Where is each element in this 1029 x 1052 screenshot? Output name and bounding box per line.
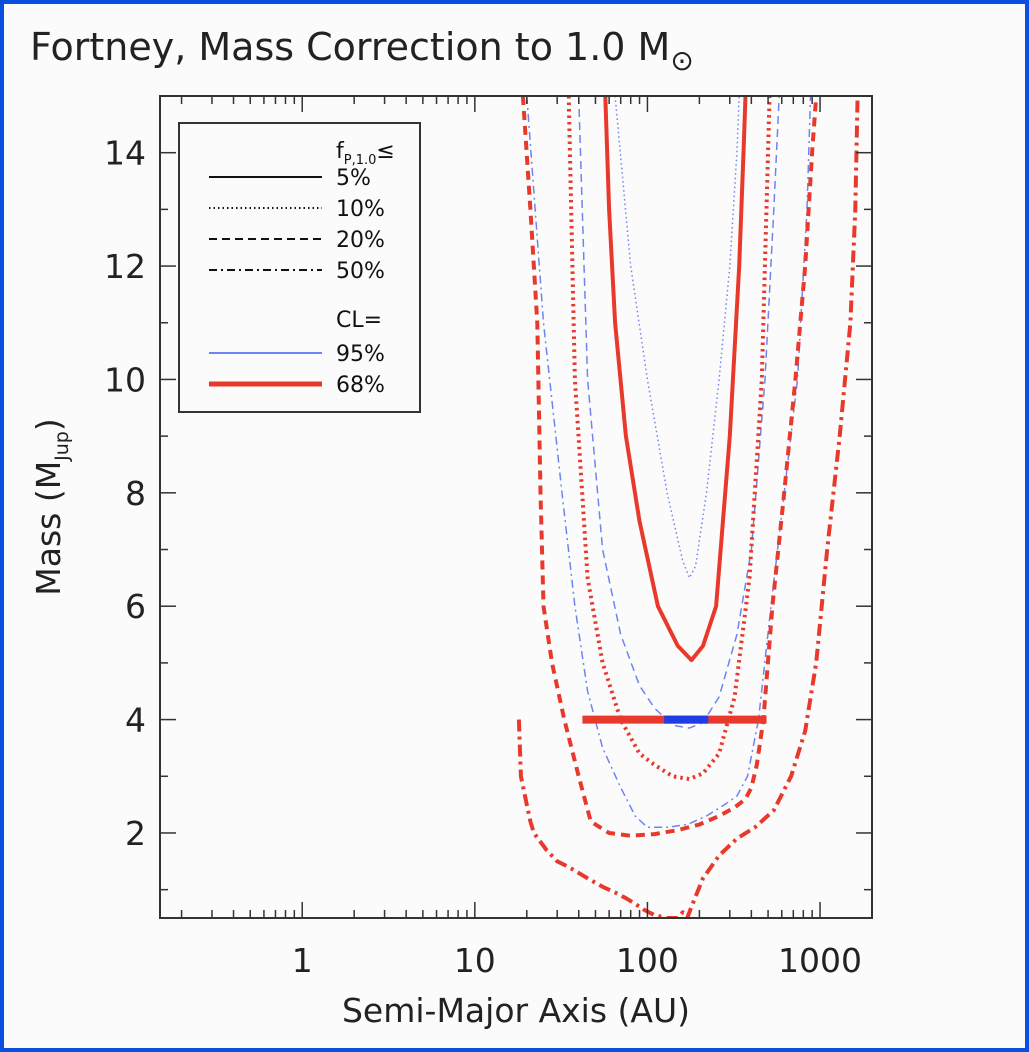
x-tick-label: 1 [292,941,313,980]
axis-tick-labels: 1 10 100 1000 2 4 6 8 10 12 14 [104,134,862,980]
y-tick-label: 6 [125,587,146,626]
legend-cl-header: CL= [336,308,382,333]
legend-label-cl-68: 68% [336,373,385,398]
x-tick-label: 1000 [778,941,862,980]
curve-cl95-dotted [615,96,739,578]
chart-frame: Fortney, Mass Correction to 1.0 M⊙ 1 10 10… [4,4,1025,1048]
axis-ticks [160,95,873,918]
plot-frame [159,95,873,919]
legend-label-dashed: 20% [336,228,385,253]
legend-label-cl-95: 95% [336,342,385,367]
curve-cl68-solid [605,96,745,660]
curve-cl95-dashed [579,96,780,728]
legend-label-solid: 5% [336,166,371,191]
x-tick-label: 10 [454,941,496,980]
y-tick-label: 8 [125,474,146,513]
legend: fP,1.0≤ CL= 5% 10% 20% 50% 95% 68% [178,122,421,413]
chart-title: Fortney, Mass Correction to 1.0 M⊙ [30,25,694,77]
curve-cl68-dashed [523,96,816,836]
y-tick-label: 12 [104,247,146,286]
contour-curves [519,96,858,918]
y-tick-label: 10 [104,360,146,399]
y-tick-label: 2 [125,814,146,853]
curve-cl68-dotted [569,96,770,779]
legend-items: 5% 10% 20% 50% 95% 68% [209,166,385,398]
y-tick-label: 4 [125,701,146,740]
y-tick-label: 14 [104,134,146,173]
legend-label-dashdot: 50% [336,259,385,284]
x-tick-label: 100 [616,941,679,980]
x-axis-title: Semi-Major Axis (AU) [342,991,690,1030]
y-axis-title: Mass (MJup) [29,418,73,596]
legend-box [178,122,421,413]
fortney-mass-correction-chart: Fortney, Mass Correction to 1.0 M⊙ 1 10 10… [29,25,873,1030]
legend-label-dotted: 10% [336,197,385,222]
legend-header-f: fP,1.0≤ [336,139,395,168]
curve-cl95-dashdot [527,96,811,827]
